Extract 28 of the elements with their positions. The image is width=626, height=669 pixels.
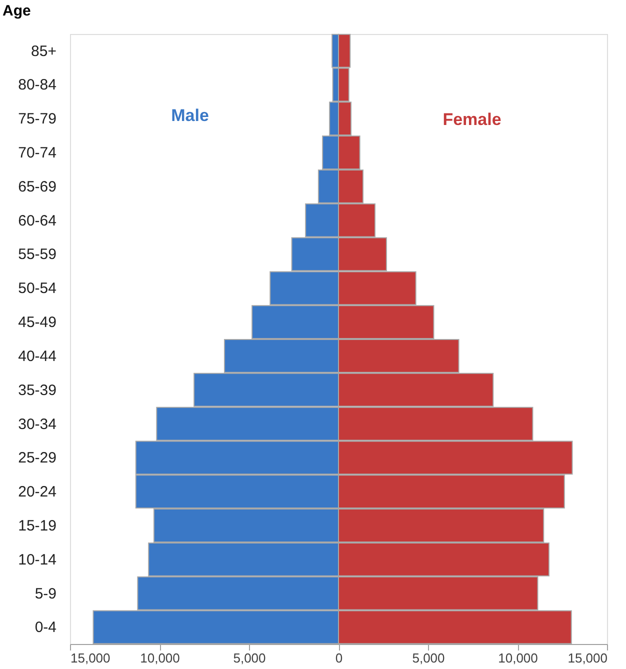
- x-tick-label: 15,000: [70, 650, 110, 666]
- y-tick-label: 45-49: [18, 314, 56, 332]
- x-tick-label: 5,000: [412, 650, 445, 666]
- x-tick-label: 10,000: [498, 650, 538, 666]
- x-tick-label: 0: [335, 650, 343, 666]
- y-tick-label: 35-39: [18, 382, 56, 399]
- y-tick-label: 85+: [31, 42, 57, 60]
- y-tick-label: 50-54: [18, 280, 56, 298]
- y-tick-label: 40-44: [18, 348, 56, 365]
- x-tick-label: 15,000: [568, 650, 608, 666]
- y-tick-label: 75-79: [18, 110, 56, 128]
- y-tick-label: 60-64: [18, 212, 56, 230]
- x-tick-label: 5,000: [233, 650, 266, 666]
- y-tick-label: 55-59: [18, 246, 56, 264]
- y-tick-label: 5-9: [34, 585, 56, 602]
- y-tick-label: 65-69: [18, 178, 56, 196]
- x-tick-label: 10,000: [140, 650, 180, 666]
- y-axis-title: Age: [2, 2, 31, 20]
- y-tick-label: 0-4: [34, 619, 56, 636]
- y-tick-label: 25-29: [18, 450, 56, 467]
- y-tick-label: 15-19: [18, 517, 56, 534]
- y-tick-label: 20-24: [18, 484, 56, 501]
- text: Female: [442, 110, 502, 129]
- y-tick-label: 70-74: [18, 144, 56, 162]
- text: Male: [171, 106, 209, 125]
- y-tick-label: 30-34: [18, 416, 56, 433]
- y-tick-label: 80-84: [18, 76, 56, 94]
- y-tick-label: 10-14: [18, 551, 56, 568]
